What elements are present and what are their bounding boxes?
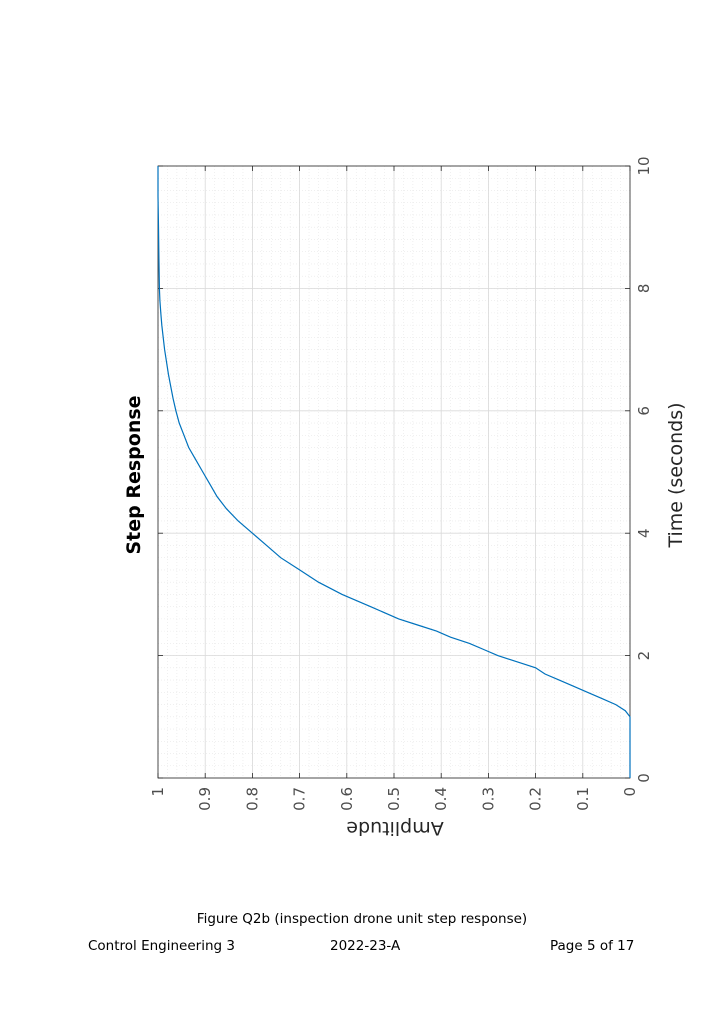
series-layer: [157, 166, 631, 778]
y-tick-label: 0: [621, 787, 639, 797]
x-tick-label: 2: [635, 651, 653, 661]
chart-title: Step Response: [123, 395, 145, 554]
y-tick-label: 0.7: [291, 787, 309, 811]
y-tick-label: 0.9: [196, 787, 214, 811]
page-number: Page 5 of 17: [550, 938, 635, 954]
x-tick-label: 8: [635, 284, 653, 294]
x-tick-label: 10: [635, 156, 653, 175]
y-tick-label: 0.8: [243, 787, 261, 811]
y-tick-labels: 0 0.1 0.2 0.3 0.4 0.5 0.6 0.7 0.8 0.9 1: [149, 787, 639, 811]
y-axis-label: Amplitude: [346, 817, 443, 839]
step-response-line: [157, 166, 631, 778]
y-tick-label: 0.2: [527, 787, 545, 811]
x-tick-labels: 0 2 4 6 8 10: [635, 156, 653, 782]
course-code: 2022-23-A: [330, 938, 401, 954]
y-tick-label: 0.6: [338, 787, 356, 811]
y-tick-label: 0.3: [479, 787, 497, 811]
y-tick-label: 0.1: [574, 787, 592, 811]
course-name: Control Engineering 3: [88, 938, 235, 954]
y-tick-label: 1: [149, 787, 167, 797]
axis-ticks: [157, 165, 631, 779]
figure-caption: Figure Q2b (inspection drone unit step r…: [196, 911, 528, 927]
y-tick-label: 0.5: [385, 787, 403, 811]
x-tick-label: 4: [635, 528, 653, 538]
x-axis-label: Time (seconds): [665, 402, 687, 548]
y-tick-label: 0.4: [432, 787, 450, 811]
x-tick-label: 6: [635, 406, 653, 416]
major-grid: [157, 165, 631, 779]
x-tick-label: 0: [635, 773, 653, 783]
